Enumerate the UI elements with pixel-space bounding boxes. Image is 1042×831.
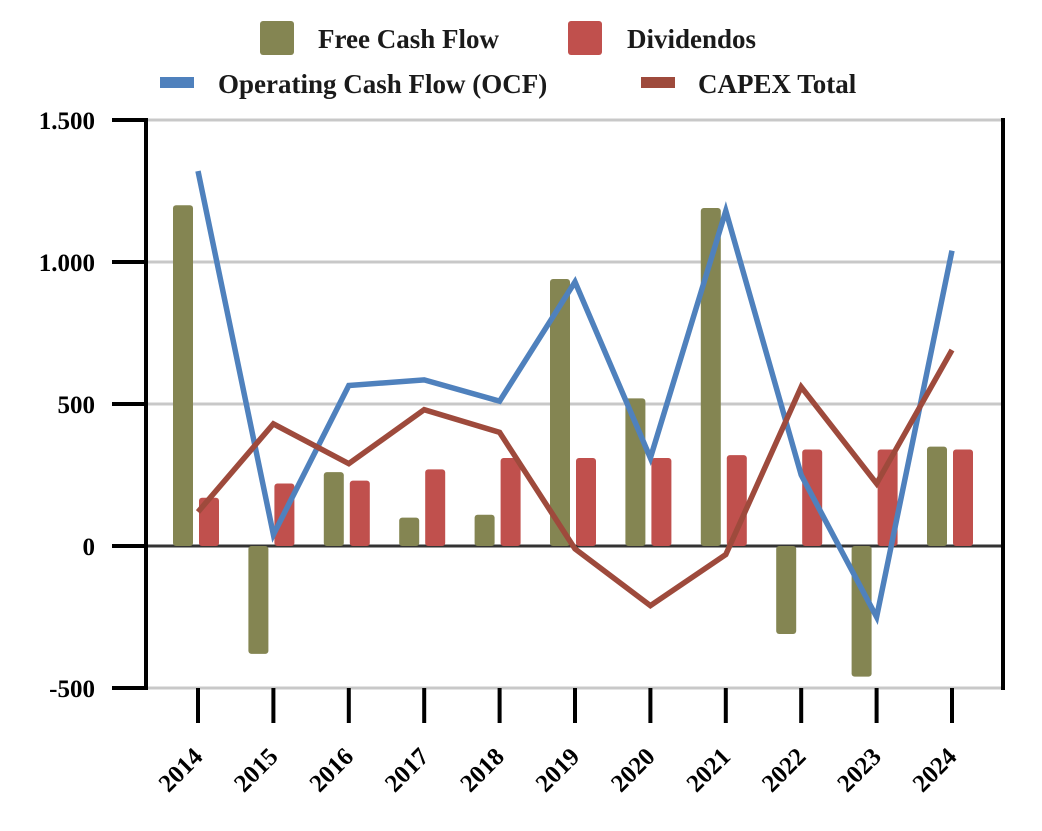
bar-free-cash-flow-2019 (550, 279, 570, 546)
x-tick-label: 2015 (229, 743, 283, 797)
x-tick-label: 2018 (455, 743, 509, 797)
legend-label-ocf: Operating Cash Flow (OCF) (218, 69, 547, 99)
bar-free-cash-flow-2021 (700, 208, 721, 547)
bar-free-cash-flow-2016 (323, 472, 344, 546)
x-tick-label: 2017 (380, 743, 434, 797)
legend-label-capex: CAPEX Total (698, 69, 857, 99)
y-tick-label: -500 (49, 676, 95, 703)
x-tick-label: 2021 (682, 743, 736, 797)
legend-label-free-cash-flow: Free Cash Flow (318, 24, 499, 54)
bar-dividendos-2020 (651, 457, 672, 546)
x-tick-label: 2023 (832, 743, 886, 797)
y-tick-label: 1.500 (39, 108, 95, 135)
bar-dividendos-2017 (425, 469, 446, 546)
bar-dividendos-2016 (349, 480, 370, 546)
legend: Free Cash Flow Dividendos Operating Cash… (160, 21, 857, 99)
legend-swatch-free-cash-flow (260, 21, 294, 55)
bar-dividendos-2019 (576, 457, 596, 546)
legend-swatch-capex (641, 77, 675, 88)
bar-dividendos-2024 (953, 449, 973, 546)
legend-swatch-dividendos (568, 21, 602, 55)
bars (173, 205, 973, 677)
bar-free-cash-flow-2015 (248, 546, 269, 654)
bar-free-cash-flow-2022 (776, 546, 797, 635)
line-capex-total (195, 348, 955, 610)
y-tick-label: 500 (58, 392, 96, 419)
x-axis-ticks: 2014 2015 2016 2017 2018 2019 2020 2021 2022 2023… (154, 688, 963, 798)
bar-free-cash-flow-2014 (173, 205, 193, 546)
bar-free-cash-flow-2024 (927, 446, 947, 546)
bar-free-cash-flow-2017 (399, 517, 420, 546)
x-tick-label: 2024 (908, 743, 963, 798)
y-tick-label: 1.000 (39, 250, 95, 277)
x-tick-label: 2022 (757, 743, 811, 797)
lines (195, 170, 955, 626)
bar-free-cash-flow-2018 (474, 514, 495, 546)
gridlines (146, 118, 1003, 690)
y-tick-label: 0 (83, 534, 96, 561)
x-tick-label: 2016 (305, 743, 359, 797)
bar-dividendos-2018 (500, 457, 521, 546)
bar-dividendos-2014 (199, 497, 219, 546)
x-tick-label: 2019 (531, 743, 585, 797)
bar-free-cash-flow-2023 (851, 546, 872, 677)
legend-label-dividendos: Dividendos (627, 24, 756, 54)
legend-swatch-ocf (160, 77, 194, 88)
y-axis-ticks: 1.500 1.000 500 0 -500 (39, 108, 146, 703)
x-tick-label: 2014 (154, 743, 209, 798)
x-tick-label: 2020 (606, 743, 660, 797)
